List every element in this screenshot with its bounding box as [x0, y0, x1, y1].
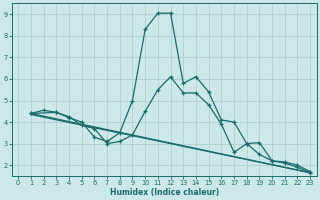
- X-axis label: Humidex (Indice chaleur): Humidex (Indice chaleur): [109, 188, 219, 197]
